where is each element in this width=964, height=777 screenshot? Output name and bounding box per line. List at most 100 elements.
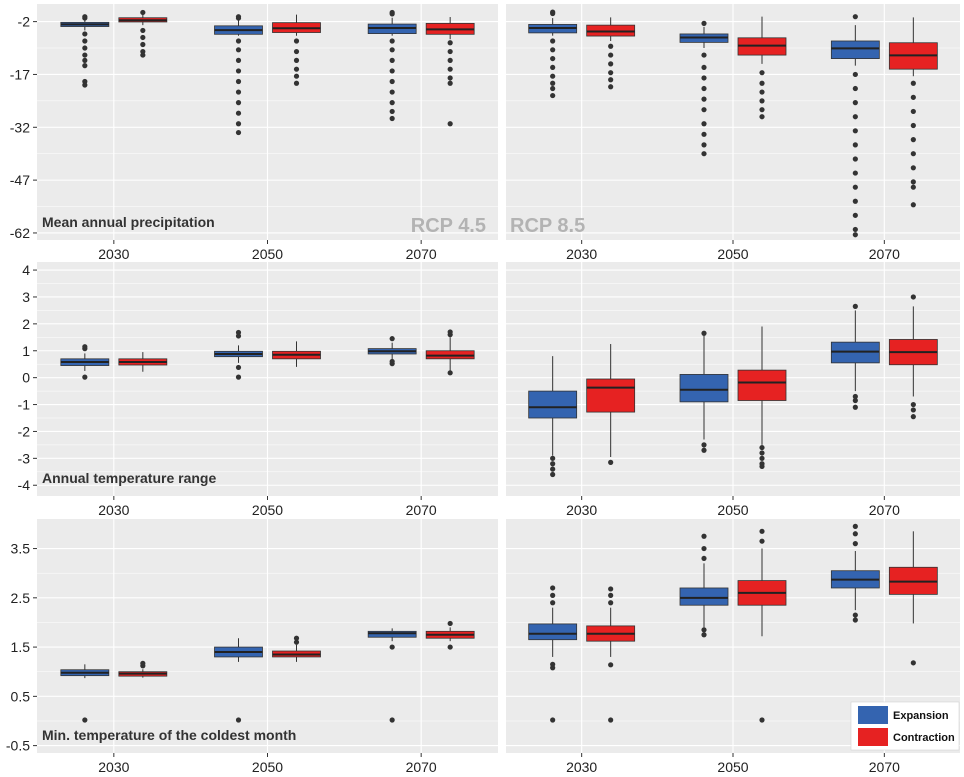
panel-2-0: 2030 2050 2070 xyxy=(37,519,498,775)
outlier-point xyxy=(140,52,146,58)
box-iqr xyxy=(528,390,578,419)
outlier-point xyxy=(701,142,707,148)
outlier-point xyxy=(852,142,858,148)
outlier-point xyxy=(235,89,242,95)
outlier-point xyxy=(608,43,614,49)
legend-label: Contraction xyxy=(893,732,955,744)
outlier-point xyxy=(447,75,453,81)
outlier-point xyxy=(910,414,916,420)
outlier-point xyxy=(82,63,88,69)
box-2030-expansion xyxy=(528,9,578,99)
outlier-point xyxy=(447,620,453,627)
outlier-point xyxy=(82,38,88,44)
outlier-point xyxy=(235,47,242,53)
box-2030-expansion xyxy=(60,344,110,380)
outlier-point xyxy=(852,100,858,106)
outlier-point xyxy=(82,52,88,58)
box-iqr xyxy=(586,378,636,413)
outlier-point xyxy=(550,471,556,478)
outlier-point xyxy=(140,41,146,48)
outlier-point xyxy=(389,9,395,16)
outlier-point xyxy=(235,129,242,136)
outlier-point xyxy=(910,137,916,143)
outlier-point xyxy=(550,461,556,467)
box-2030-expansion xyxy=(528,356,578,478)
outlier-point xyxy=(759,80,765,86)
box-2030-expansion xyxy=(60,664,110,723)
x-tick-label: 2050 xyxy=(252,502,283,518)
outlier-point xyxy=(550,38,556,44)
outlier-point xyxy=(852,114,858,120)
outlier-point xyxy=(910,660,916,666)
box-2050-expansion xyxy=(679,330,729,453)
outlier-point xyxy=(447,48,453,55)
outlier-point xyxy=(852,128,858,134)
outlier-point xyxy=(852,397,858,404)
outlier-point xyxy=(608,84,614,90)
outlier-point xyxy=(389,108,395,115)
x-tick-label: 2070 xyxy=(869,502,900,518)
box-2030-contraction xyxy=(586,586,636,723)
box-2050-contraction xyxy=(737,528,787,723)
legend-label: Expansion xyxy=(893,710,949,722)
outlier-point xyxy=(701,627,707,633)
outlier-point xyxy=(293,639,300,645)
outlier-point xyxy=(82,31,88,37)
box-2030-contraction xyxy=(118,352,168,372)
outlier-point xyxy=(701,555,707,562)
outlier-point xyxy=(447,80,453,86)
outlier-point xyxy=(608,586,614,592)
outlier-point xyxy=(235,14,242,20)
outlier-point xyxy=(550,47,556,53)
y-tick-label: -4 xyxy=(18,477,31,493)
outlier-point xyxy=(701,131,707,137)
outlier-point xyxy=(759,463,765,470)
outlier-point xyxy=(82,45,88,51)
x-tick-label: 2030 xyxy=(566,502,597,518)
outlier-point xyxy=(759,450,765,456)
panel-title: Annual temperature range xyxy=(42,470,216,486)
box-2050-expansion xyxy=(679,533,729,638)
outlier-point xyxy=(608,77,614,83)
panel-title: Min. temperature of the coldest month xyxy=(42,727,296,743)
outlier-point xyxy=(701,75,707,81)
outlier-point xyxy=(608,70,614,76)
outlier-point xyxy=(389,644,395,650)
box-2030-contraction xyxy=(586,17,636,90)
outlier-point xyxy=(235,110,242,116)
x-tick-label: 2070 xyxy=(406,246,437,262)
outlier-point xyxy=(701,52,707,58)
outlier-point xyxy=(759,70,765,76)
outlier-point xyxy=(852,14,858,20)
outlier-point xyxy=(910,294,916,300)
x-tick-label: 2030 xyxy=(98,759,129,775)
outlier-point xyxy=(759,107,765,113)
box-2050-expansion xyxy=(214,329,263,380)
legend-swatch xyxy=(858,728,888,746)
outlier-point xyxy=(235,121,242,127)
outlier-point xyxy=(82,82,88,88)
outlier-point xyxy=(447,644,453,650)
box-2070-expansion xyxy=(367,336,417,367)
box-iqr xyxy=(679,374,729,403)
outlier-point xyxy=(608,717,614,723)
y-tick-label: 3.5 xyxy=(11,541,31,557)
outlier-point xyxy=(852,156,858,162)
outlier-point xyxy=(82,14,88,20)
box-2030-contraction xyxy=(118,9,168,58)
outlier-point xyxy=(852,617,858,623)
outlier-point xyxy=(447,121,453,127)
outlier-point xyxy=(235,100,242,106)
outlier-point xyxy=(701,96,707,102)
outlier-point xyxy=(852,198,858,204)
outlier-point xyxy=(759,538,765,544)
outlier-point xyxy=(608,459,614,465)
panel-0-0: 2030 2050 2070 xyxy=(37,4,498,262)
scenario-label-left: RCP 4.5 xyxy=(411,215,486,237)
outlier-point xyxy=(759,717,765,723)
outlier-point xyxy=(852,226,858,233)
outlier-point xyxy=(608,600,614,606)
outlier-point xyxy=(235,329,242,336)
outlier-point xyxy=(235,364,242,371)
outlier-point xyxy=(293,80,300,86)
